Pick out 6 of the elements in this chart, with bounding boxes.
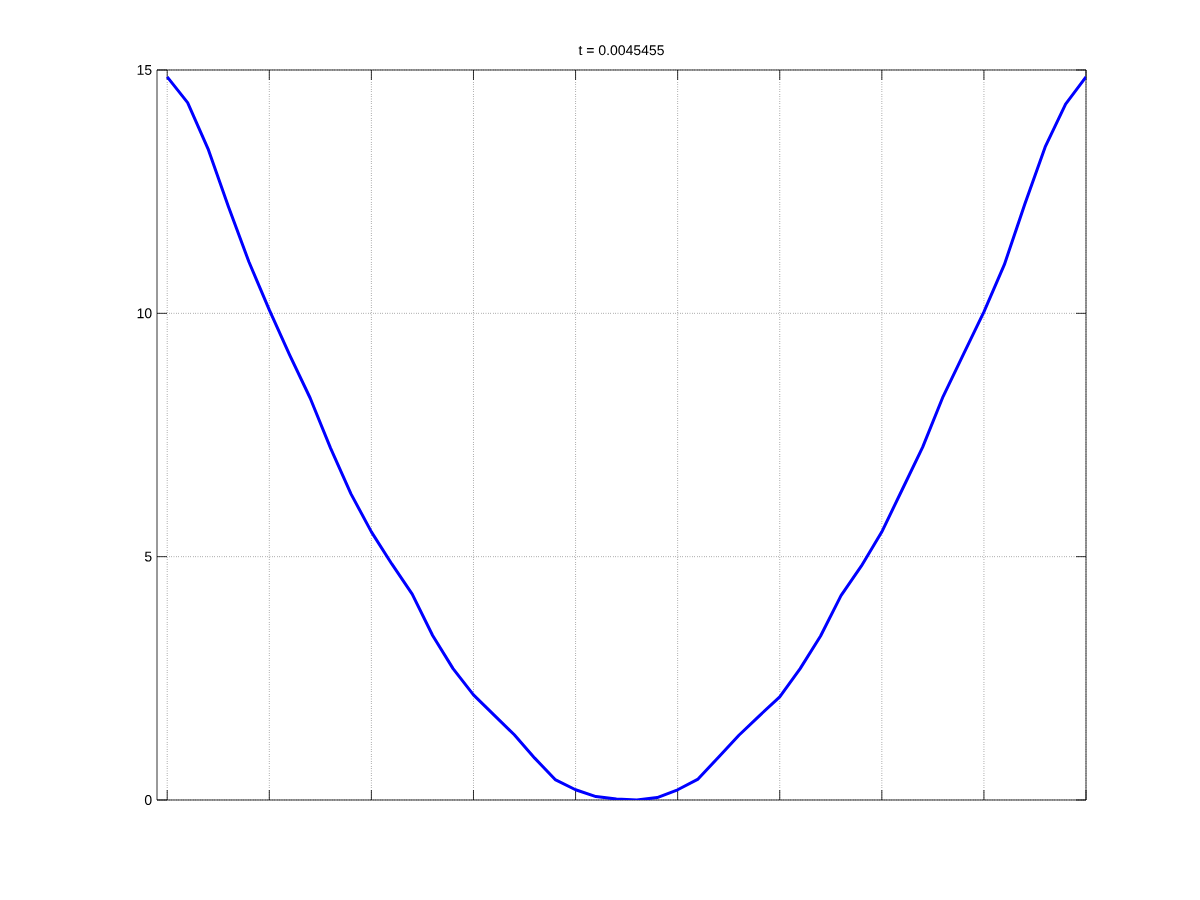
chart-title: t = 0.0045455 xyxy=(578,45,664,56)
y-tick-label: 5 xyxy=(144,551,152,562)
y-tick-label: 10 xyxy=(137,308,152,319)
y-tick-label: 0 xyxy=(144,795,152,805)
line-series xyxy=(165,75,1087,800)
y-tick-label: 15 xyxy=(137,65,152,75)
